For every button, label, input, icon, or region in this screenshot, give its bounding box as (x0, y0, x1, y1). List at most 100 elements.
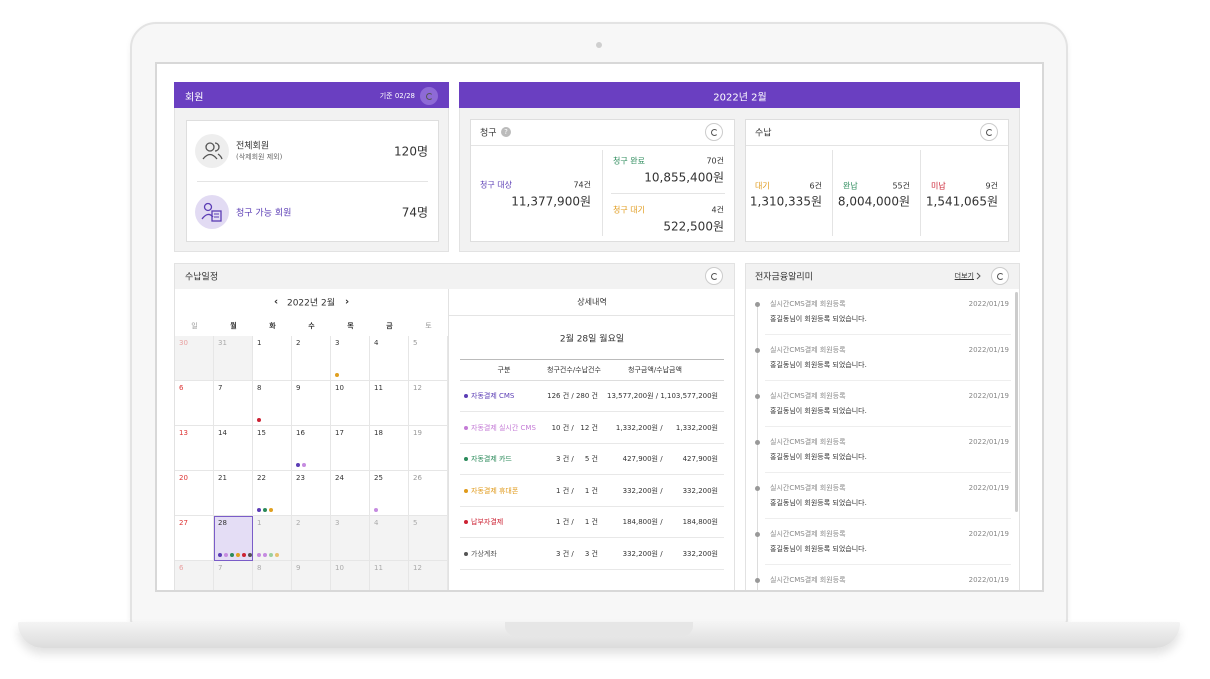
day-number: 5 (413, 519, 418, 527)
prev-month[interactable]: ‹ (273, 296, 279, 308)
weekday: 월 (230, 322, 237, 330)
calendar-day[interactable] (292, 471, 331, 516)
day-number: 22 (257, 474, 266, 482)
row-amount: 1,332,200원 / 1,332,200원 (615, 423, 718, 432)
calendar-day[interactable] (292, 561, 331, 590)
done-count: 70건 (706, 156, 724, 166)
calendar-day[interactable] (214, 561, 253, 590)
row-count: 3 건 / 5 건 (556, 455, 598, 463)
calendar-day[interactable] (409, 516, 448, 561)
calendar-day[interactable] (331, 561, 370, 590)
next-month[interactable]: › (344, 296, 350, 308)
more-link[interactable]: 더보기 (954, 272, 974, 280)
refresh-button[interactable] (705, 123, 723, 141)
calendar-day[interactable] (409, 561, 448, 590)
divider (197, 181, 428, 182)
divider (449, 315, 734, 316)
calendar-day[interactable] (253, 336, 292, 381)
calendar-day[interactable] (409, 426, 448, 471)
row-count: 3 건 / 3 건 (556, 549, 598, 558)
calendar-day[interactable] (331, 471, 370, 516)
notice-title: 실시간CMS결제 회원등록 (770, 346, 846, 354)
divider (460, 474, 724, 475)
day-number: 12 (413, 564, 422, 572)
calendar-day[interactable] (214, 471, 253, 516)
notice-title: 실시간CMS결제 회원등록 (770, 576, 846, 584)
day-number: 30 (179, 339, 188, 347)
notice-date: 2022/01/19 (968, 300, 1009, 308)
day-number: 9 (296, 384, 301, 392)
calendar-day[interactable] (370, 336, 409, 381)
month-header-bar (459, 82, 1020, 108)
day-number: 25 (374, 474, 383, 482)
calendar-day[interactable] (214, 426, 253, 471)
row-dot (464, 551, 468, 556)
refresh-button[interactable] (705, 267, 723, 285)
members-title: 회원 (185, 92, 204, 104)
receipt-amount: 1,310,335원 (749, 194, 822, 209)
day-number: 17 (335, 429, 344, 437)
calendar-day[interactable] (409, 471, 448, 516)
calendar-day[interactable] (175, 426, 214, 471)
event-dot (242, 553, 246, 557)
calendar-day[interactable] (214, 381, 253, 426)
calendar-day[interactable] (409, 381, 448, 426)
calendar-day[interactable] (370, 426, 409, 471)
timeline-dot (755, 394, 760, 399)
calendar-day[interactable] (253, 426, 292, 471)
divider (765, 518, 1011, 519)
refresh-button[interactable] (980, 123, 998, 141)
calendar-day[interactable] (175, 471, 214, 516)
day-number: 6 (179, 384, 184, 392)
billable-icon (195, 195, 229, 229)
help-icon[interactable]: ? (501, 127, 511, 137)
calendar-day[interactable] (292, 381, 331, 426)
row-amount: 13,577,200원 / 1,103,577,200원 (607, 392, 718, 400)
wait-label: 청구 대기 (613, 205, 645, 215)
calendar-day[interactable] (292, 336, 331, 381)
day-number: 16 (296, 429, 305, 437)
calendar-day[interactable] (175, 336, 214, 381)
detail (449, 289, 734, 590)
calendar-day[interactable] (175, 381, 214, 426)
divider (765, 564, 1011, 565)
column-header: 청구건수/수납건수 (547, 366, 601, 374)
calendar-day[interactable] (370, 561, 409, 590)
calendar-day[interactable] (175, 561, 214, 590)
divider (602, 150, 603, 236)
event-dot (257, 553, 261, 557)
calendar-day[interactable] (253, 561, 292, 590)
total-label: 전체회원 (236, 141, 270, 152)
row-count: 126 건 / 280 건 (547, 392, 598, 400)
day-number: 19 (413, 429, 422, 437)
timeline-dot (755, 532, 760, 537)
scrollbar (1015, 292, 1018, 512)
calendar-day[interactable] (331, 426, 370, 471)
billing-title: 청구 (480, 128, 497, 139)
calendar-day[interactable] (331, 516, 370, 561)
refresh-button[interactable] (991, 267, 1009, 285)
event-dot (236, 553, 240, 557)
divider (765, 380, 1011, 381)
row-amount: 332,200원 / 332,200원 (622, 549, 718, 558)
calendar-day[interactable] (175, 516, 214, 561)
calendar-day[interactable] (370, 516, 409, 561)
wait-amount: 522,500원 (663, 219, 724, 234)
calendar-day[interactable] (370, 381, 409, 426)
divider (460, 505, 724, 507)
row-dot (464, 394, 468, 398)
day-number: 24 (335, 474, 344, 482)
month-header: 2022년 2월 (713, 92, 767, 104)
calendar-day[interactable] (331, 381, 370, 426)
day-number: 1 (257, 339, 262, 347)
event-dot (269, 508, 273, 512)
calendar-day[interactable] (214, 336, 253, 381)
calendar-day[interactable] (292, 516, 331, 561)
calendar-day[interactable] (409, 336, 448, 381)
notice-date: 2022/01/19 (968, 530, 1009, 538)
divider (460, 442, 724, 444)
row-dot (464, 520, 468, 524)
refresh-button[interactable] (420, 87, 438, 105)
target-count: 74건 (573, 180, 591, 190)
event-dot (263, 553, 267, 557)
